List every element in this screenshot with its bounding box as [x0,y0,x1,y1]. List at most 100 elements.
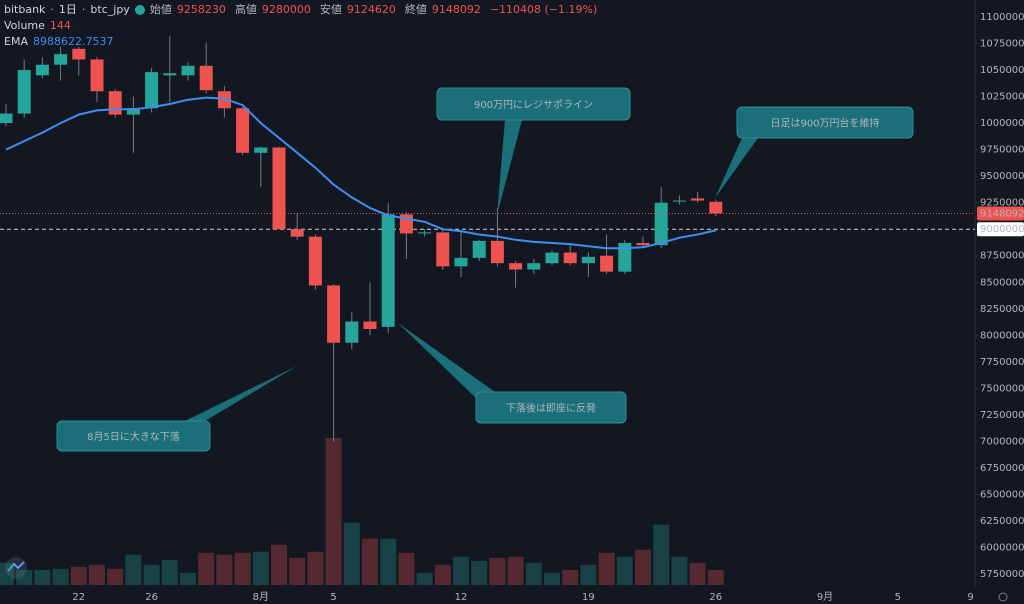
candle-body [90,59,104,92]
volume-value: 144 [49,19,71,32]
callout-pointer [398,323,495,398]
close-label: 終値 [404,3,427,16]
candle-body [618,243,632,272]
volume-label: Volume [4,19,45,32]
volume-bar [234,552,251,585]
volume-bar [616,556,633,585]
candle-body [272,147,286,230]
settings-icon[interactable] [998,592,1008,602]
callout-pointer [497,120,522,215]
candle-body [0,113,13,124]
volume-bar [89,564,105,585]
close-value: 9148092 [431,3,481,16]
volume-bar [580,564,597,585]
candle-body [509,263,523,270]
candle-body [35,64,49,76]
candle-body [308,236,322,286]
open-label: 始値 [149,3,172,16]
legend: bitbank · 1日 · btc_jpy 始値 9258230 高値 9280000… [4,2,601,50]
candle-body [581,256,595,264]
candle-body [363,321,377,329]
y-tick-label: 5750000 [980,569,1024,580]
volume-bar [689,562,706,585]
volume-bar [161,559,178,585]
volume-bar [107,568,124,585]
candle-body [672,200,686,202]
candle-body [381,214,395,327]
legend-row: Volume 144 [4,18,601,34]
x-tick-label: 12 [455,592,468,603]
candle-body [418,232,432,234]
volume-bar [325,438,342,585]
callout-pointer [715,138,758,198]
x-tick-label: 5 [330,592,336,603]
candle-body [126,108,140,115]
volume-bar [180,572,196,585]
volume-bar [653,524,670,585]
volume-bar [0,562,14,585]
volume-bar [70,566,87,585]
candle-body [163,73,177,76]
legend-row: EMA 8988622.7537 [4,34,601,50]
x-tick-label: 26 [709,592,722,603]
ema-value: 8988622.7537 [32,35,114,48]
volume-bar [707,569,724,585]
interval: 1日 [58,3,77,16]
candle-body [527,263,541,270]
y-tick-label: 9000000 [980,224,1024,235]
candle-body [54,54,68,65]
volume-bar [453,556,469,585]
change: −110408 (−1.19%) [489,3,598,16]
y-tick-label: 8750000 [980,251,1024,262]
volume-bar [416,572,433,585]
callout-box [436,87,631,121]
volume-bar [143,564,160,585]
legend-row: bitbank · 1日 · btc_jpy 始値 9258230 高値 9280000… [4,3,598,16]
volume-bar [398,552,415,585]
logo-mark [7,561,25,572]
y-tick-label: 6500000 [980,489,1024,500]
x-tick-label: 19 [582,592,595,603]
y-tick-label: 8000000 [980,330,1024,341]
volume-bar [343,522,360,585]
y-tick-label: 8250000 [980,304,1024,315]
y-tick-highlight [977,222,1024,237]
callout-box [475,391,627,424]
callout-text: 8月5日に大きな下落 [87,430,180,443]
volume-bar [271,544,287,585]
y-tick-label: 9500000 [980,171,1024,182]
low-value: 9124620 [346,3,396,16]
candle-body [636,243,650,246]
candle-body [454,257,468,267]
symbol: btc_jpy [90,3,130,16]
candle-body [600,255,614,272]
candle-body [691,198,705,201]
x-tick-label: 8月 [253,591,269,603]
y-tick-label: 10500000 [980,65,1024,76]
volume-bar [125,554,142,585]
candle-body [199,65,213,91]
volume-bar [252,551,269,585]
candle-body [72,48,86,60]
candle-body [709,201,723,214]
volume-bar [307,551,324,585]
volume-bar [562,569,579,585]
candle-body [181,65,195,76]
last-price-box [977,206,1024,221]
low-label: 安値 [319,3,342,16]
candle-body [236,108,250,153]
y-tick-label: 11000000 [980,12,1024,23]
candle-body [563,252,577,264]
callout-pointer [185,366,297,421]
candle-body [145,72,159,109]
y-tick-label: 6000000 [980,543,1024,554]
volume-bar [52,568,69,585]
candle-body [108,91,122,115]
y-tick-label: 7250000 [980,410,1024,421]
status-dot [134,5,145,15]
y-tick-label: 10250000 [980,92,1024,103]
y-tick-label: 6250000 [980,516,1024,527]
volume-bar [671,556,688,585]
logo [5,557,27,579]
